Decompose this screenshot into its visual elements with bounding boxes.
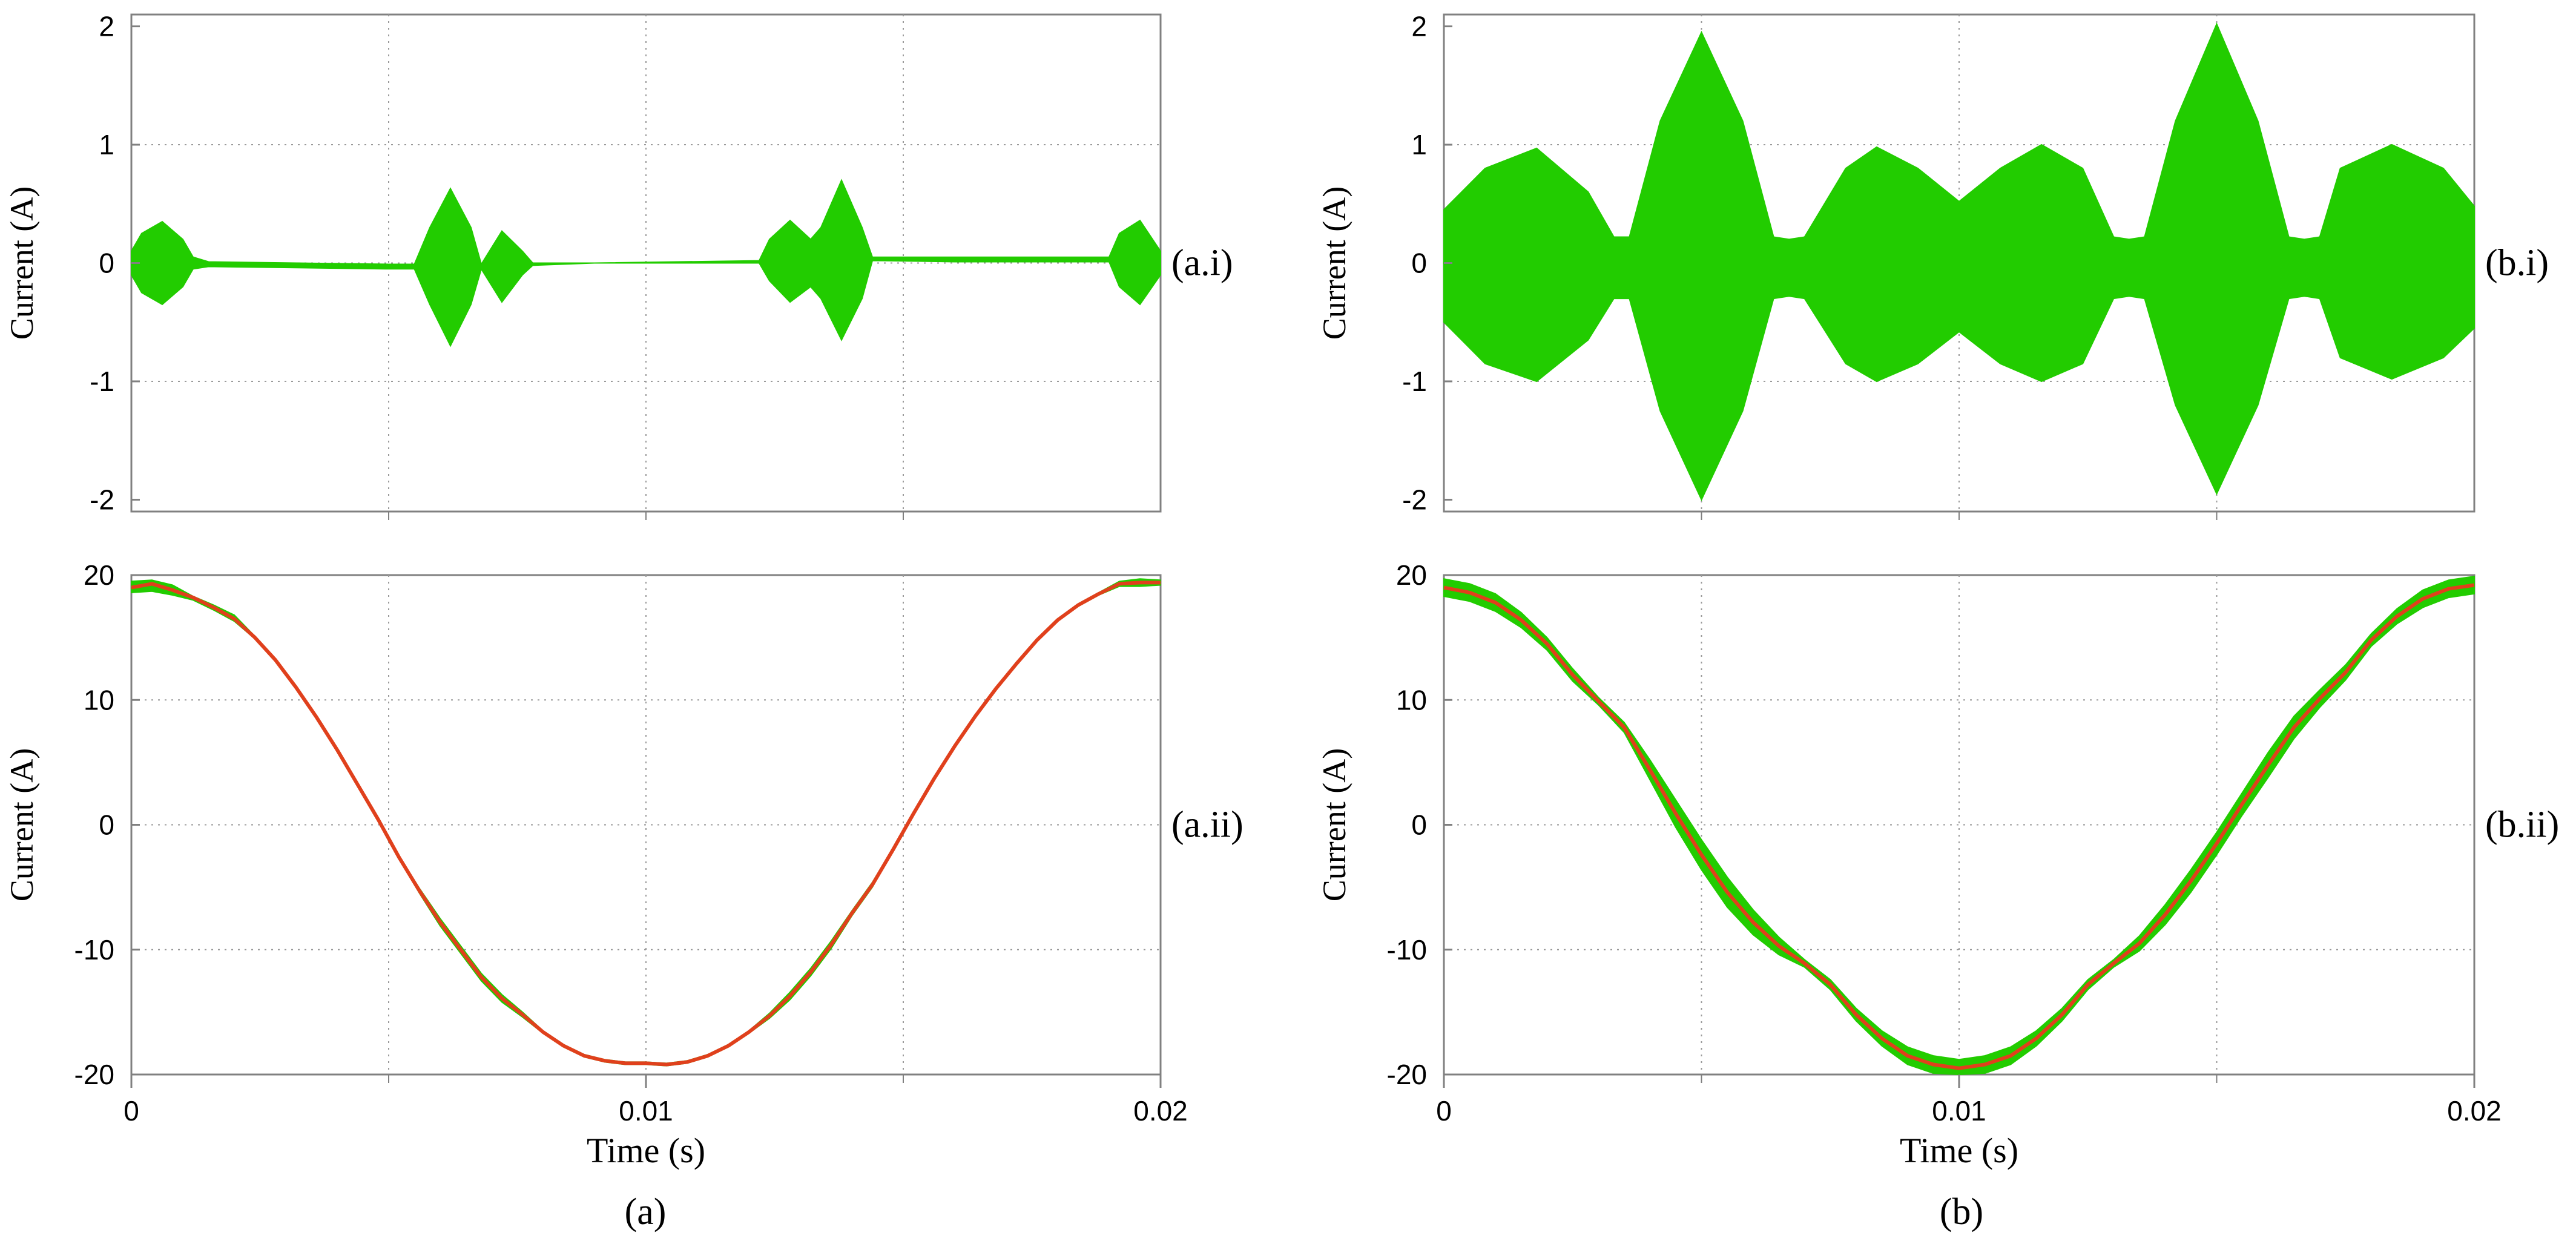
- y-axis-label: Current (A): [1316, 186, 1352, 340]
- y-axis-label: Current (A): [4, 186, 40, 340]
- ripple-band-series: [131, 179, 1161, 347]
- y-tick-label: 10: [84, 684, 114, 716]
- x-axis-label: Time (s): [1900, 1131, 2018, 1170]
- caption-b: (b): [1940, 1191, 1983, 1232]
- y-tick-label: -10: [1387, 934, 1427, 966]
- y-tick-label: 0: [99, 248, 114, 279]
- x-tick-label: 0.01: [619, 1095, 673, 1127]
- y-tick-label: 0: [1411, 248, 1427, 279]
- panel-label: (a.i): [1171, 243, 1233, 284]
- panel-label: (b.i): [2485, 243, 2549, 284]
- y-tick-label: -20: [1387, 1059, 1427, 1090]
- y-tick-label: 0: [1411, 809, 1427, 841]
- y-tick-label: 10: [1396, 684, 1427, 716]
- caption-a: (a): [625, 1191, 667, 1232]
- x-tick-label: 0: [124, 1095, 139, 1127]
- panel-label: (b.ii): [2485, 805, 2559, 846]
- plot-area: [1443, 574, 2476, 1076]
- ripple-band-series: [131, 578, 1161, 1067]
- x-axis-label: Time (s): [587, 1131, 705, 1170]
- y-tick-label: -1: [90, 366, 114, 397]
- y-tick-label: 2: [99, 11, 114, 42]
- x-tick-label: 0: [1436, 1095, 1452, 1127]
- x-tick-label: 0.02: [2447, 1095, 2502, 1127]
- chart-b-ii: 20 10 0 -10 -20 0 0.01 0.02 Current (A) Time (s) (…: [1316, 559, 2559, 1170]
- chart-a-i: 2 1 0 -1 -2 Current (A) (a.i): [4, 11, 1233, 520]
- y-tick-label: -1: [1402, 366, 1427, 397]
- y-tick-label: -10: [74, 934, 114, 966]
- panel-label: (a.ii): [1171, 805, 1244, 846]
- chart-a-ii: 20 10 0 -10 -20 0 0.01 0.02 Current (A) Time (s) (…: [4, 559, 1244, 1170]
- x-tick-label: 0.01: [1932, 1095, 1986, 1127]
- y-tick-label: -2: [1402, 484, 1427, 515]
- y-tick-label: 1: [99, 129, 114, 160]
- y-tick-label: 20: [84, 559, 114, 591]
- ripple-band-series: [1443, 22, 2475, 501]
- y-tick-label: 20: [1396, 559, 1427, 591]
- y-tick-label: -2: [90, 484, 114, 515]
- x-tick-label: 0.02: [1133, 1095, 1188, 1127]
- y-axis-label: Current (A): [4, 748, 40, 901]
- y-tick-label: -20: [74, 1059, 114, 1090]
- y-tick-label: 1: [1411, 129, 1427, 160]
- y-tick-label: 0: [99, 809, 114, 841]
- fundamental-line-series: [1443, 583, 2475, 1070]
- fundamental-line-series: [131, 581, 1161, 1067]
- ripple-band-series: [1443, 575, 2475, 1076]
- y-axis-label: Current (A): [1316, 748, 1352, 901]
- chart-b-i: 2 1 0 -1 -2 Current (A) (b.i): [1316, 11, 2549, 520]
- y-tick-label: 2: [1411, 11, 1427, 42]
